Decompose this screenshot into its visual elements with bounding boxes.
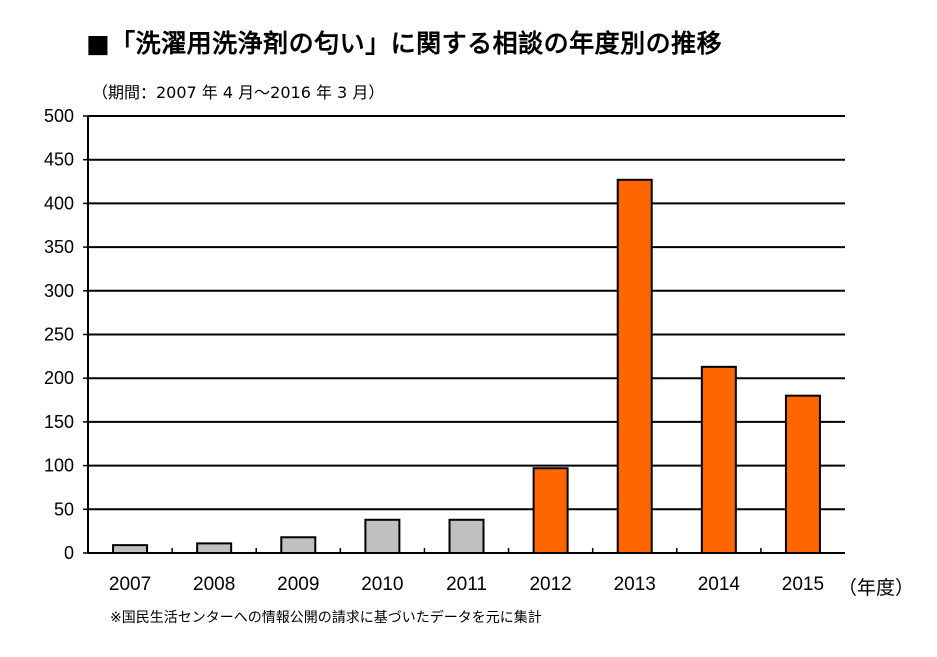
y-tick-label: 200: [44, 368, 74, 388]
chart-title: ■「洗濯用洗浄剤の匂い」に関する相談の年度別の推移: [86, 29, 723, 58]
x-tick-label: 2010: [361, 574, 403, 595]
x-tick-label: 2013: [614, 574, 656, 595]
y-tick-label: 50: [54, 499, 74, 519]
x-axis-tick-labels: 2007 2008 2009 2010 2011 2012 2013 2014 2015: [109, 548, 824, 595]
bars: [112, 178, 821, 555]
bar-2015: [784, 394, 821, 554]
y-tick-label: 150: [44, 412, 74, 432]
bar-2008: [196, 542, 233, 554]
y-tick-label: 400: [44, 193, 74, 213]
period-note: （期間：2007 年 4 月～2016 年 3 月）: [92, 83, 385, 102]
y-tick-label: 450: [44, 150, 74, 170]
y-tick-label: 350: [44, 237, 74, 257]
x-tick-label: 2008: [193, 574, 235, 595]
y-tick-label: 100: [44, 456, 74, 476]
y-tick-label: 500: [44, 106, 74, 126]
x-tick-label: 2014: [698, 574, 741, 595]
bar-2010: [364, 518, 401, 555]
x-tick-label: 2009: [277, 574, 319, 595]
bar-2014: [700, 365, 737, 555]
bar-2012: [532, 467, 569, 554]
y-tick-label: 0: [64, 543, 74, 563]
bar-2011: [448, 518, 485, 555]
x-tick-label: 2011: [446, 574, 487, 595]
x-tick-label: 2007: [109, 574, 151, 595]
bar-2013: [616, 178, 653, 554]
bar-2007: [112, 544, 149, 554]
footnote: ※国民生活センターへの情報公開の請求に基づいたデータを元に集計: [110, 610, 542, 626]
x-tick-label: 2012: [529, 574, 571, 595]
y-tick-label: 250: [44, 325, 74, 345]
x-tick-label: 2015: [782, 574, 824, 595]
bar-2009: [280, 536, 317, 555]
x-axis-unit-label: （年度）: [838, 577, 915, 599]
y-axis-tick-labels: 0 50 100 150 200 250 300 350 400 450 500: [44, 106, 88, 563]
y-tick-label: 300: [44, 281, 74, 301]
